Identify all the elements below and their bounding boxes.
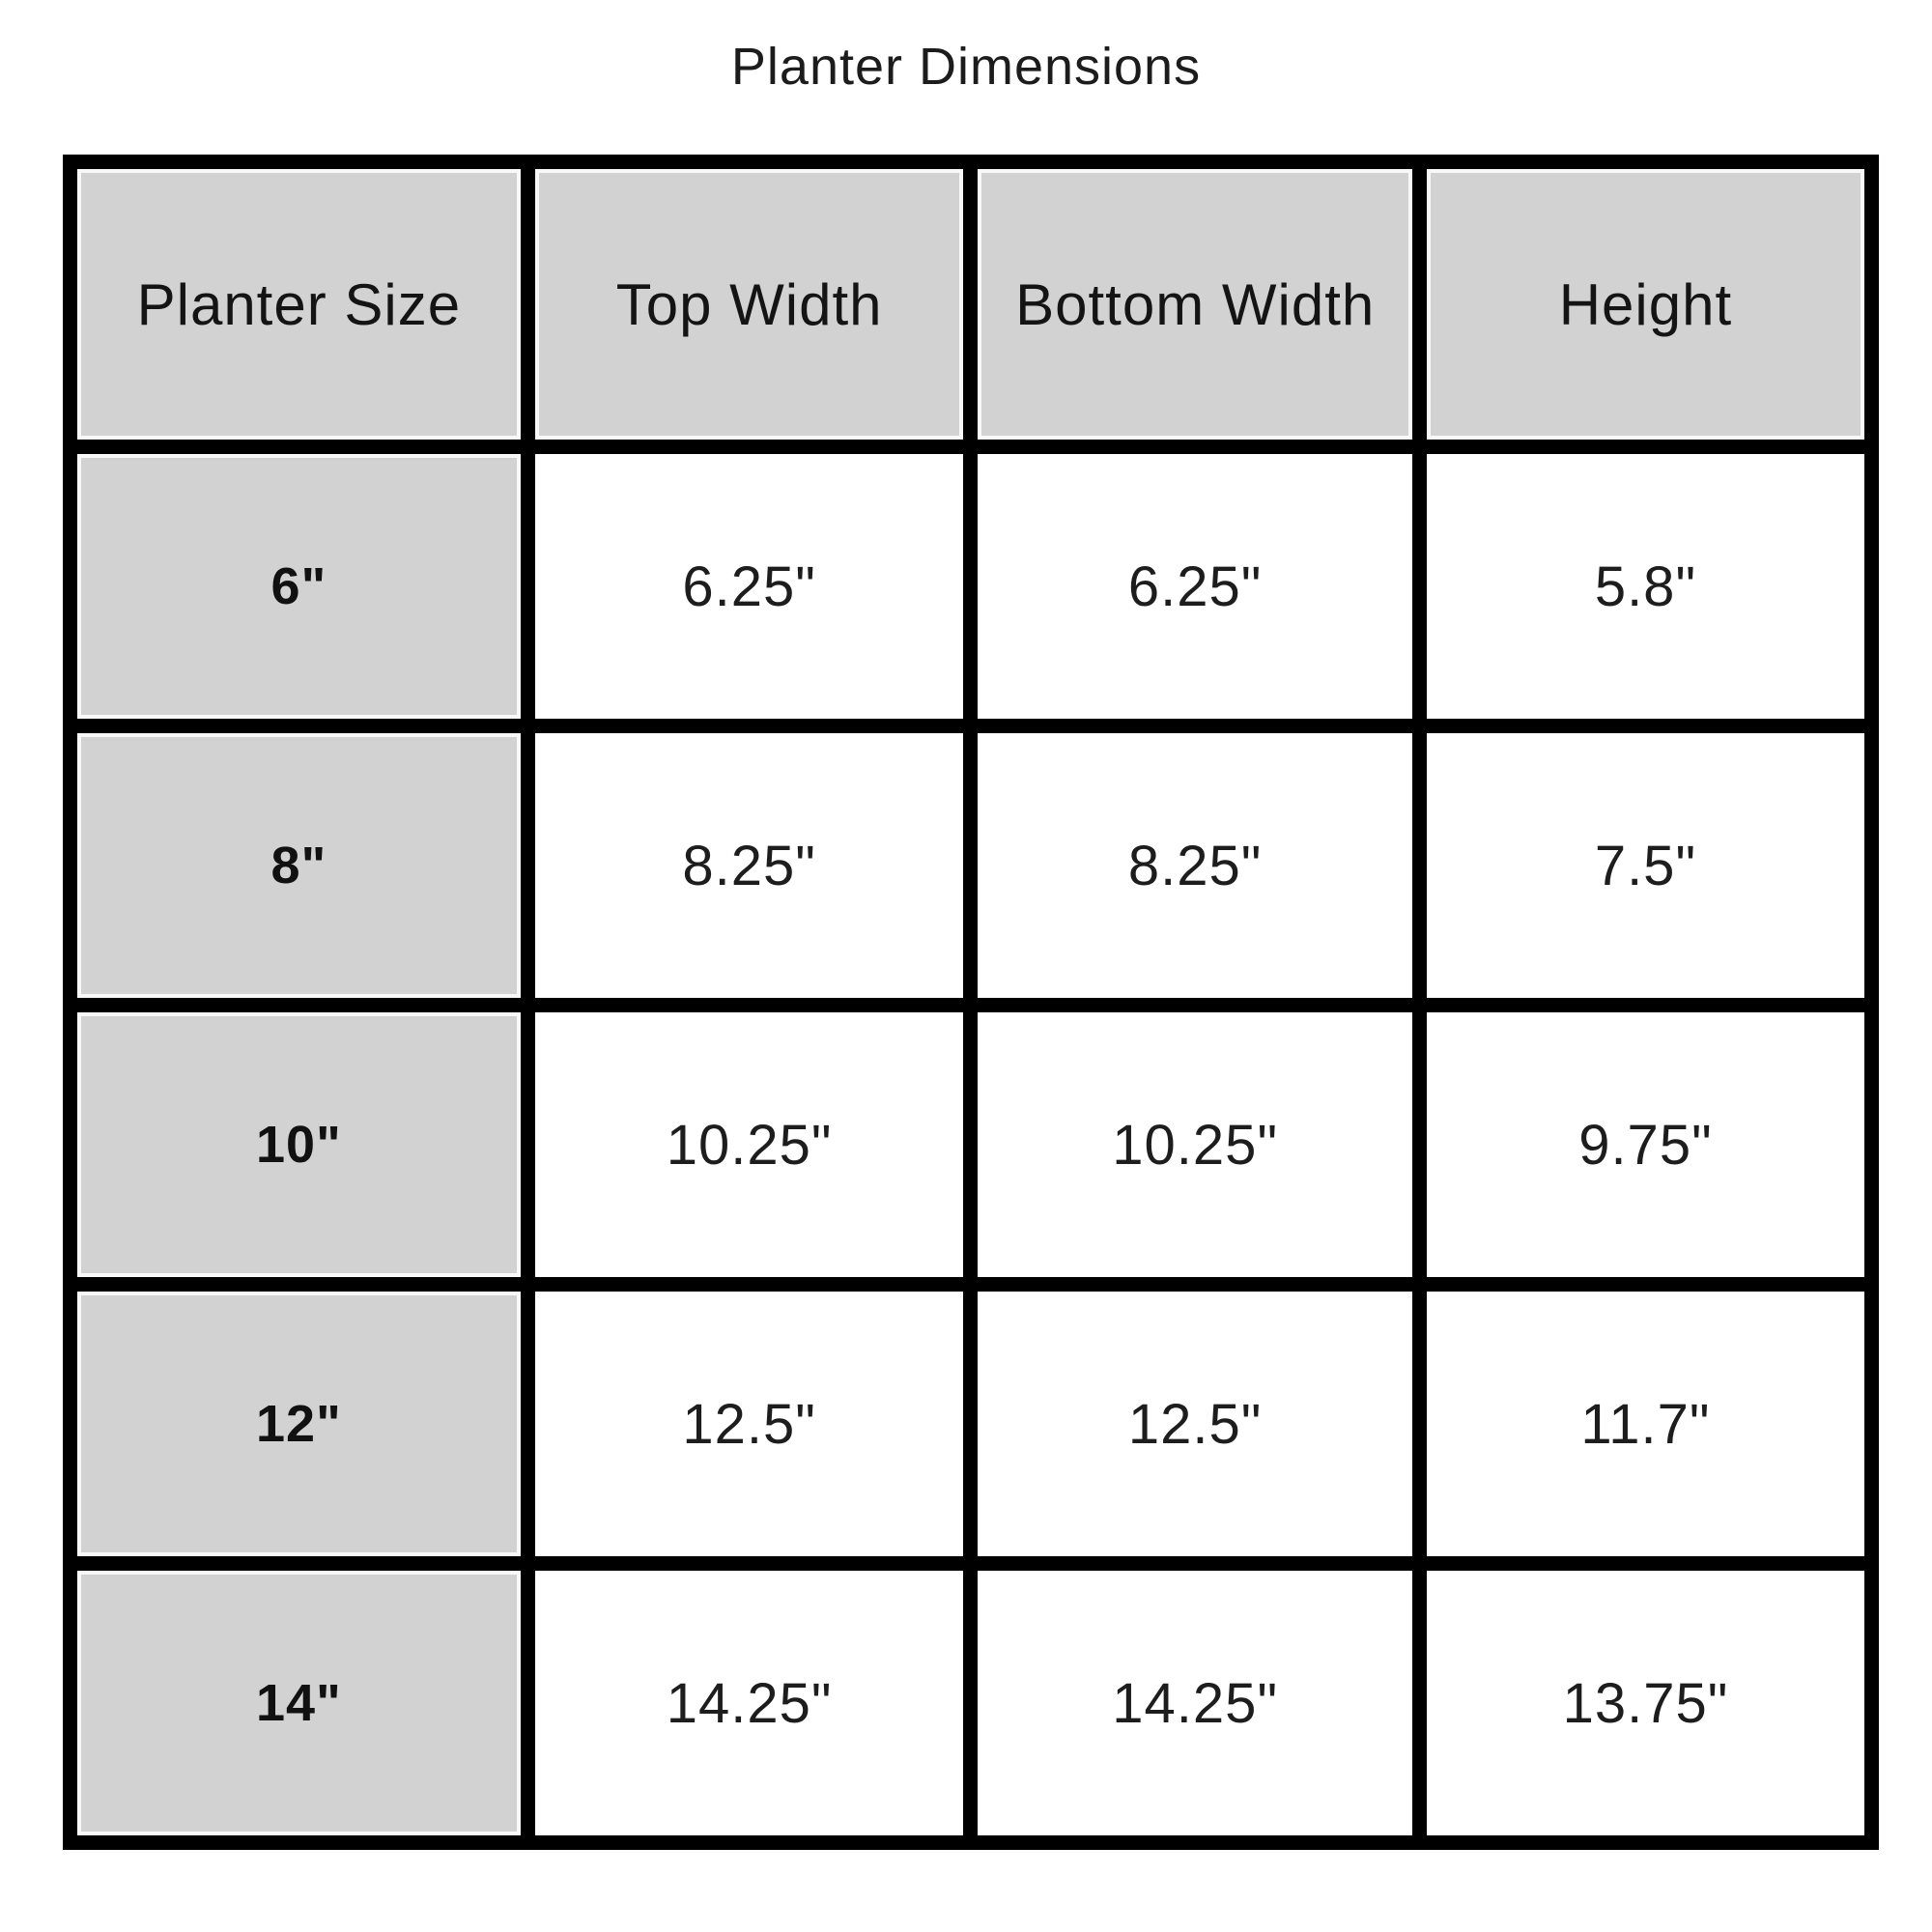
column-header-height: Height bbox=[1411, 155, 1880, 454]
header-row: Planter Size Top Width Bottom Width Heig… bbox=[63, 155, 1880, 454]
cell-bottom-width: 12.5" bbox=[963, 1277, 1427, 1571]
row-header-size: 14" bbox=[63, 1556, 535, 1850]
cell-height: 13.75" bbox=[1411, 1556, 1880, 1850]
row-header-size: 12" bbox=[63, 1277, 535, 1571]
cell-height: 11.7" bbox=[1411, 1277, 1880, 1571]
row-header-size: 6" bbox=[63, 440, 535, 733]
cell-height: 7.5" bbox=[1411, 719, 1880, 1012]
column-header-planter-size: Planter Size bbox=[63, 155, 535, 454]
cell-bottom-width: 8.25" bbox=[963, 719, 1427, 1012]
row-header-size: 8" bbox=[63, 719, 535, 1012]
table-row-14in: 14" 14.25" 14.25" 13.75" bbox=[63, 1556, 1880, 1850]
cell-height: 5.8" bbox=[1411, 440, 1880, 733]
table-row-12in: 12" 12.5" 12.5" 11.7" bbox=[63, 1277, 1880, 1571]
cell-height: 9.75" bbox=[1411, 998, 1880, 1292]
table-row-6in: 6" 6.25" 6.25" 5.8" bbox=[63, 440, 1880, 733]
cell-bottom-width: 14.25" bbox=[963, 1556, 1427, 1850]
column-header-bottom-width: Bottom Width bbox=[963, 155, 1427, 454]
cell-bottom-width: 10.25" bbox=[963, 998, 1427, 1292]
cell-top-width: 12.5" bbox=[520, 1277, 979, 1571]
page-title: Planter Dimensions bbox=[730, 38, 1202, 96]
row-header-size: 10" bbox=[63, 998, 535, 1292]
planter-dimensions-table: Planter Size Top Width Bottom Width Heig… bbox=[63, 155, 1880, 1850]
cell-top-width: 8.25" bbox=[520, 719, 979, 1012]
cell-top-width: 6.25" bbox=[520, 440, 979, 733]
table-row-8in: 8" 8.25" 8.25" 7.5" bbox=[63, 719, 1880, 1012]
column-header-top-width: Top Width bbox=[520, 155, 979, 454]
cell-top-width: 14.25" bbox=[520, 1556, 979, 1850]
table-row-10in: 10" 10.25" 10.25" 9.75" bbox=[63, 998, 1880, 1292]
cell-top-width: 10.25" bbox=[520, 998, 979, 1292]
cell-bottom-width: 6.25" bbox=[963, 440, 1427, 733]
